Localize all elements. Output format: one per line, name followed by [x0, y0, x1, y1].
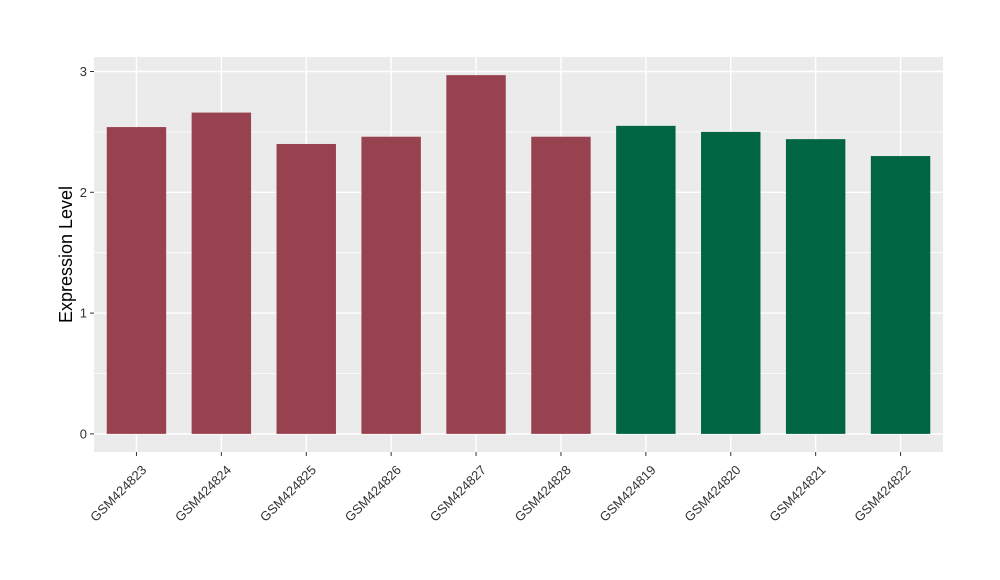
x-tick-label: GSM424822 — [851, 462, 913, 524]
bar-GSM424827 — [446, 75, 506, 434]
bar-GSM424828 — [531, 136, 591, 434]
x-tick-label: GSM424820 — [681, 462, 743, 524]
x-tick-label: GSM424819 — [597, 462, 659, 524]
x-tick-label: GSM424821 — [766, 462, 828, 524]
x-tick-label: GSM424827 — [427, 462, 489, 524]
bar-GSM424820 — [701, 131, 761, 434]
bar-GSM424823 — [106, 127, 167, 434]
bar-GSM424825 — [276, 143, 336, 434]
y-tick-label: 0 — [80, 426, 87, 441]
y-axis: 0 1 2 3 — [80, 64, 94, 441]
x-tick-label: GSM424828 — [512, 462, 574, 524]
bar-GSM424822 — [870, 156, 931, 434]
y-tick-label: 2 — [80, 185, 87, 200]
x-tick-label: GSM424824 — [172, 462, 234, 524]
x-tick-label: GSM424823 — [87, 462, 149, 524]
bar-GSM424821 — [785, 139, 846, 434]
y-axis-title: Expression Level — [56, 186, 76, 323]
bar-GSM424826 — [361, 136, 421, 434]
x-tick-label: GSM424825 — [257, 462, 319, 524]
bars — [106, 75, 931, 434]
x-axis: GSM424823 GSM424824 GSM424825 GSM424826 GSM4… — [87, 452, 913, 525]
y-tick-label: 3 — [80, 64, 87, 79]
bar-GSM424819 — [616, 125, 676, 434]
x-tick-label: GSM424826 — [342, 462, 404, 524]
bar-GSM424824 — [191, 112, 252, 434]
y-tick-label: 1 — [80, 306, 87, 321]
